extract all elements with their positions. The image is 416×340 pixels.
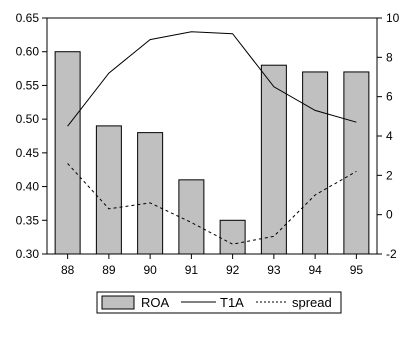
bars-group xyxy=(54,51,370,255)
legend-swatch-roa xyxy=(101,295,135,310)
legend-label-roa: ROA xyxy=(141,295,170,310)
x-tick-label: 91 xyxy=(185,263,199,277)
x-tick-label: 94 xyxy=(308,263,322,277)
x-tick-label: 92 xyxy=(226,263,240,277)
x-tick-label: 88 xyxy=(61,263,75,277)
x-tick-label: 89 xyxy=(102,263,116,277)
bar-roa-94 xyxy=(302,71,329,255)
left-tick-label: 0.60 xyxy=(16,45,40,59)
x-axis: 88 89 90 91 92 93 94 95 xyxy=(61,254,363,277)
left-axis: 0.30 0.35 0.40 0.45 0.50 0.55 0.60 0.65 xyxy=(16,11,47,261)
right-tick-label: -2 xyxy=(386,247,397,261)
bar-roa-88 xyxy=(54,51,81,255)
right-tick-label: 2 xyxy=(386,168,393,182)
x-tick-label: 93 xyxy=(267,263,281,277)
legend-label-spread: spread xyxy=(292,295,332,310)
bar-roa-90 xyxy=(137,132,164,255)
right-axis: -2 0 2 4 6 8 10 xyxy=(377,11,400,261)
right-tick-label: 4 xyxy=(386,129,393,143)
left-tick-label: 0.65 xyxy=(16,11,40,25)
bar-roa-89 xyxy=(95,125,122,255)
legend-label-t1a: T1A xyxy=(220,295,244,310)
line-spread xyxy=(67,163,357,245)
right-tick-label: 10 xyxy=(386,11,400,25)
bar-roa-91 xyxy=(178,179,205,255)
right-tick-label: 8 xyxy=(386,50,393,64)
right-tick-label: 6 xyxy=(386,90,393,104)
bar-roa-95 xyxy=(343,71,370,255)
x-tick-label: 90 xyxy=(143,263,157,277)
left-tick-label: 0.55 xyxy=(16,78,40,92)
legend-box xyxy=(96,291,342,314)
x-tick-label: 95 xyxy=(350,263,364,277)
lines-group xyxy=(67,31,357,245)
left-tick-label: 0.40 xyxy=(16,180,40,194)
line-t1a xyxy=(67,31,357,127)
left-tick-label: 0.35 xyxy=(16,213,40,227)
legend: ROA T1A spread xyxy=(96,291,342,314)
right-tick-label: 0 xyxy=(386,208,393,222)
left-tick-label: 0.30 xyxy=(16,247,40,261)
bar-roa-92 xyxy=(219,219,246,255)
bar-roa-93 xyxy=(260,64,287,255)
left-tick-label: 0.45 xyxy=(16,146,40,160)
left-tick-label: 0.50 xyxy=(16,112,40,126)
